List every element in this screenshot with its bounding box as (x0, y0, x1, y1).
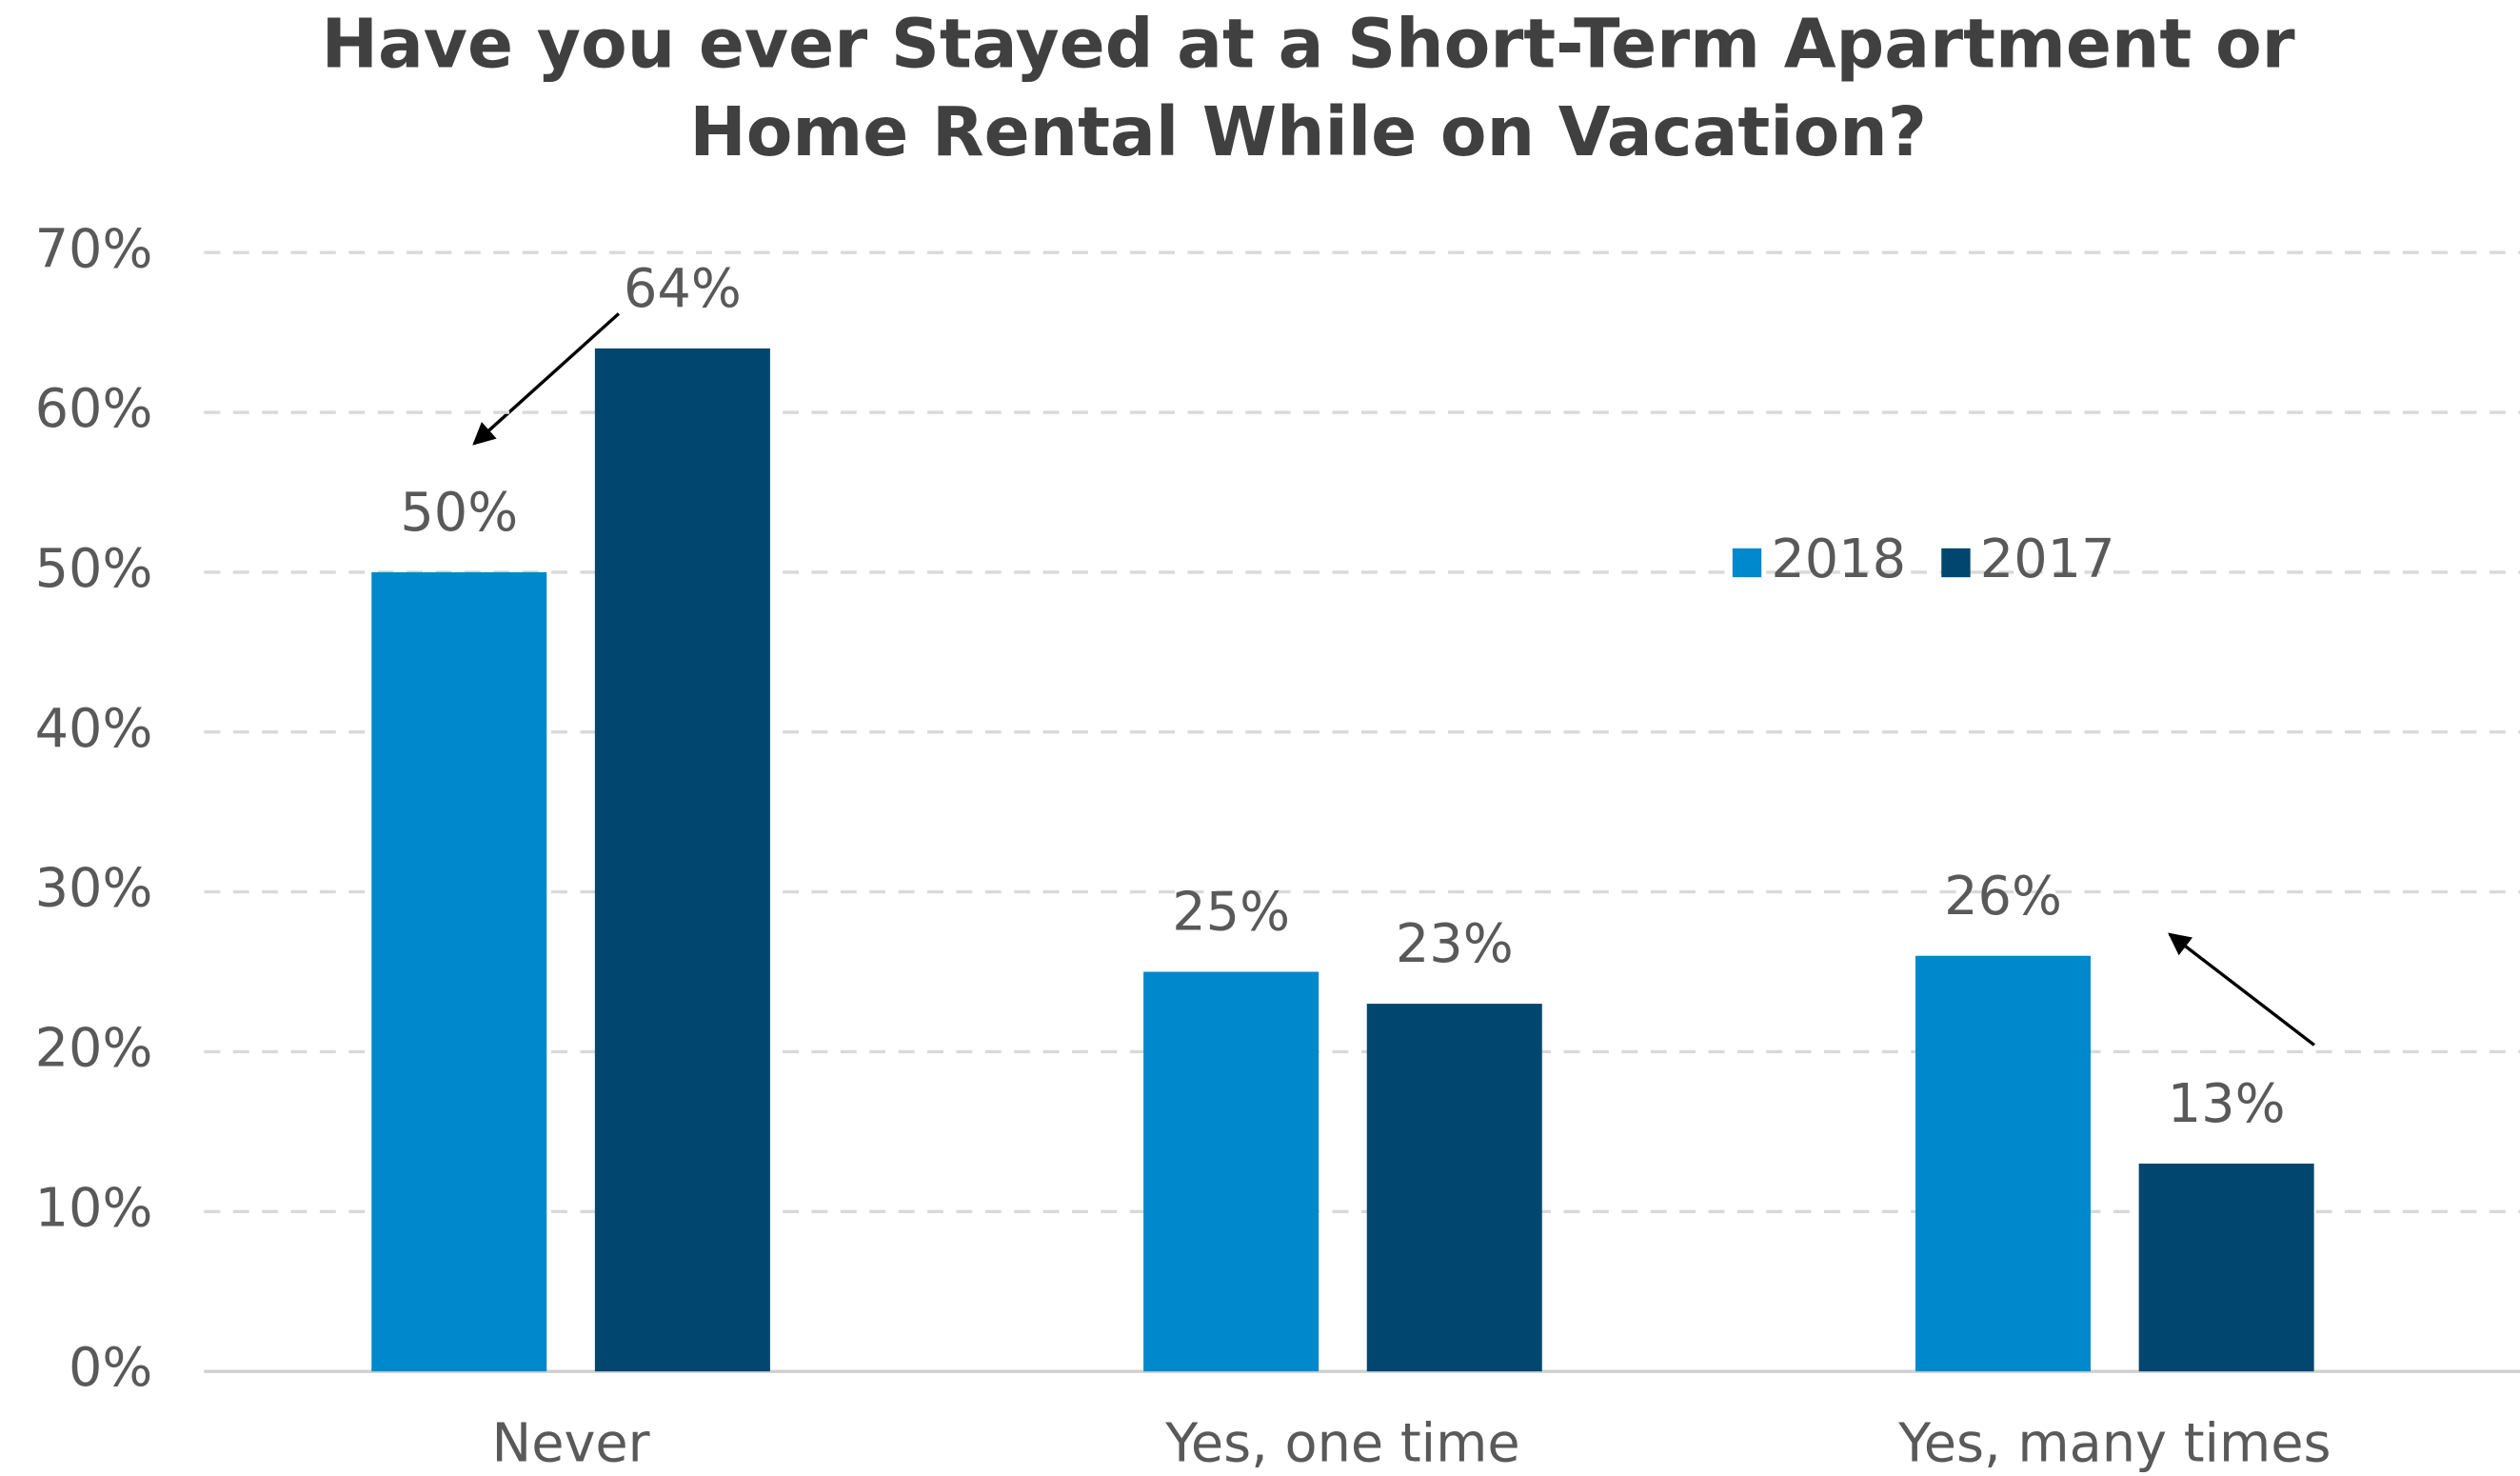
legend-swatch (1732, 548, 1762, 578)
legend-label: 2017 (1980, 529, 2115, 590)
bar (371, 571, 547, 1372)
y-tick-label: 50% (35, 538, 153, 600)
annotation-arrow (472, 312, 621, 446)
y-tick-label: 60% (35, 378, 153, 440)
y-tick-label: 30% (35, 858, 153, 920)
x-tick-label: Never (492, 1413, 650, 1475)
data-label: 23% (1396, 913, 1514, 975)
data-label: 25% (1172, 882, 1290, 944)
bar (2138, 1163, 2314, 1372)
data-label: 13% (2168, 1073, 2286, 1135)
data-label: 64% (624, 258, 742, 320)
bar (1366, 1004, 1542, 1372)
legend-label: 2018 (1771, 529, 1906, 590)
y-tick-label: 0% (69, 1337, 152, 1399)
y-tick-label: 40% (35, 698, 153, 760)
data-label: 26% (1944, 866, 2062, 927)
y-tick-label: 70% (35, 218, 153, 280)
bar (1915, 955, 2091, 1372)
y-tick-label: 20% (35, 1018, 153, 1080)
x-tick-label: Yes, many times (1897, 1413, 2331, 1475)
chart-title: Home Rental While on Vacation? (689, 92, 1927, 171)
annotation-arrow (2168, 932, 2315, 1047)
data-label: 50% (400, 482, 518, 544)
bar (1143, 971, 1320, 1372)
legend-swatch (1941, 548, 1971, 578)
x-tick-label: Yes, one time (1164, 1413, 1519, 1475)
bar (594, 348, 770, 1372)
y-tick-label: 10% (35, 1177, 153, 1239)
chart-title: Have you ever Stayed at a Short-Term Apa… (322, 4, 2295, 83)
